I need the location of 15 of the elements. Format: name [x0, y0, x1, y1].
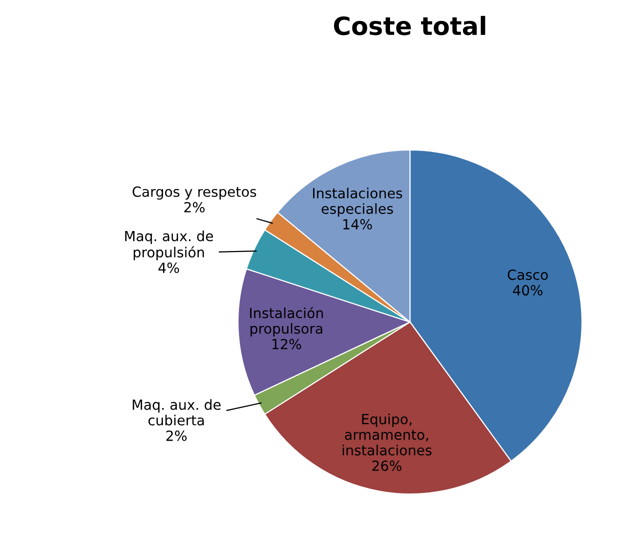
data-label: 14%	[343, 219, 372, 230]
slice-label: Equipo, armamento, instalaciones	[342, 414, 432, 456]
slice-label: Casco	[508, 269, 548, 280]
data-label: 26%	[372, 460, 402, 472]
slice-label: Maq. aux. de cubierta	[132, 399, 221, 426]
slice-label: Instalación propulsora	[250, 306, 323, 336]
slice-label: Maq. aux. de propulsión	[125, 230, 213, 260]
data-label: 2%	[166, 430, 187, 442]
slice-label: Instalaciones especiales	[313, 188, 402, 217]
data-label: 12%	[272, 338, 302, 350]
data-label: 4%	[158, 262, 180, 274]
data-label: 40%	[513, 285, 542, 296]
data-label: 2%	[184, 202, 205, 212]
slice-label: Cargos y respetos	[132, 186, 256, 200]
chart-title: Coste total	[334, 16, 486, 36]
